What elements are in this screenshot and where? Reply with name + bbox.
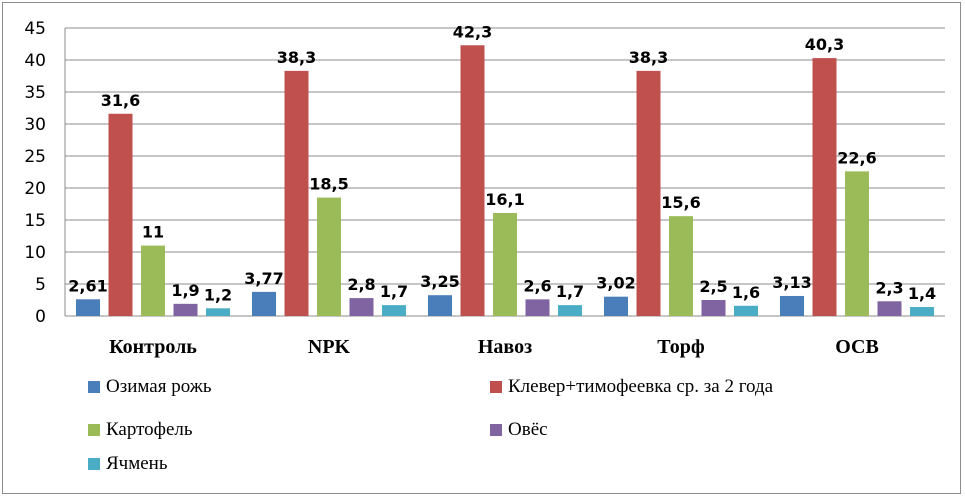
- y-tick-label: 20: [24, 179, 46, 199]
- legend-label: Картофель: [106, 419, 193, 440]
- data-label: 38,3: [277, 48, 316, 67]
- x-tick-label: ОСВ: [835, 336, 879, 358]
- bar: [812, 58, 837, 316]
- y-tick-label: 30: [24, 115, 46, 135]
- data-label: 42,3: [453, 22, 492, 41]
- bar: [669, 216, 693, 316]
- bars: [76, 45, 934, 316]
- bar: [349, 298, 374, 316]
- bar: [493, 212, 517, 316]
- data-label: 18,5: [309, 175, 348, 194]
- bar: [604, 296, 628, 316]
- data-label: 2,3: [875, 278, 903, 297]
- data-label: 22,6: [837, 148, 876, 167]
- data-label: 2,8: [347, 275, 375, 294]
- data-label: 31,6: [101, 91, 140, 110]
- x-tick-label: NPK: [308, 336, 351, 358]
- bar: [173, 303, 198, 316]
- data-label: 1,6: [732, 283, 760, 302]
- data-label: 40,3: [805, 35, 844, 54]
- bar: [734, 305, 758, 316]
- legend-swatch: [490, 424, 502, 436]
- data-label: 2,5: [699, 277, 727, 296]
- bar: [780, 295, 804, 316]
- data-label: 3,25: [420, 272, 459, 291]
- legend-item: Картофель: [88, 419, 193, 441]
- x-tick-label: Торф: [657, 336, 705, 358]
- bar: [76, 299, 100, 316]
- legend-label: Ячмень: [106, 453, 168, 474]
- data-label: 1,7: [556, 282, 584, 301]
- data-label: 1,9: [171, 281, 199, 300]
- y-tick-label: 25: [24, 147, 46, 167]
- data-label: 16,1: [485, 190, 524, 209]
- x-tick-label: Навоз: [478, 336, 532, 358]
- data-label: 38,3: [629, 48, 668, 67]
- y-tick-label: 45: [24, 19, 46, 39]
- legend-label: Овёс: [508, 419, 548, 440]
- y-tick-label: 40: [24, 51, 46, 71]
- y-tick-label: 0: [35, 307, 46, 327]
- data-label: 3,77: [244, 269, 283, 288]
- legend-item: Овёс: [490, 419, 548, 441]
- bar: [910, 307, 934, 316]
- data-labels: 2,61 31,6 11 1,9 1,2 3,77 38,3 18,5 2,8 1,7 3,25 42…: [68, 22, 936, 304]
- legend-swatch: [88, 458, 100, 470]
- bar: [252, 291, 276, 316]
- y-tick-label: 15: [24, 211, 46, 231]
- data-label: 1,7: [380, 282, 408, 301]
- legend-swatch: [88, 424, 100, 436]
- legend-swatch: [88, 381, 100, 393]
- legend-label: Озимая рожь: [106, 376, 212, 397]
- legend-item: Клевер+тимофеевка ср. за 2 года: [490, 376, 773, 398]
- bar: [525, 299, 550, 316]
- data-label: 2,61: [68, 276, 107, 295]
- x-tick-label: Контроль: [109, 336, 197, 358]
- bar: [108, 113, 133, 316]
- bar: [636, 70, 661, 316]
- x-axis: Контроль NPK Навоз Торф ОСВ: [109, 336, 879, 358]
- data-label: 11: [142, 223, 164, 242]
- legend-swatch: [490, 381, 502, 393]
- data-label: 3,13: [772, 273, 811, 292]
- data-label: 3,02: [596, 274, 635, 293]
- bar: [141, 245, 165, 316]
- data-label: 1,4: [908, 284, 936, 303]
- data-label: 2,6: [523, 276, 551, 295]
- bar: [558, 305, 582, 316]
- bar: [284, 70, 309, 316]
- bar: [877, 301, 902, 316]
- legend-label: Клевер+тимофеевка ср. за 2 года: [508, 376, 774, 397]
- bar: [382, 305, 406, 316]
- bar: [460, 45, 485, 316]
- y-tick-label: 10: [24, 243, 46, 263]
- y-tick-label: 5: [35, 275, 46, 295]
- data-label: 1,2: [204, 285, 232, 304]
- y-tick-label: 35: [24, 83, 46, 103]
- bar: [428, 295, 452, 316]
- legend-item: Озимая рожь: [88, 376, 212, 398]
- gridlines: [65, 27, 945, 285]
- bar: [701, 300, 726, 316]
- bar: [845, 171, 869, 316]
- bar: [317, 197, 341, 316]
- legend-item: Ячмень: [88, 453, 168, 475]
- bar: [206, 308, 230, 316]
- data-label: 15,6: [661, 193, 700, 212]
